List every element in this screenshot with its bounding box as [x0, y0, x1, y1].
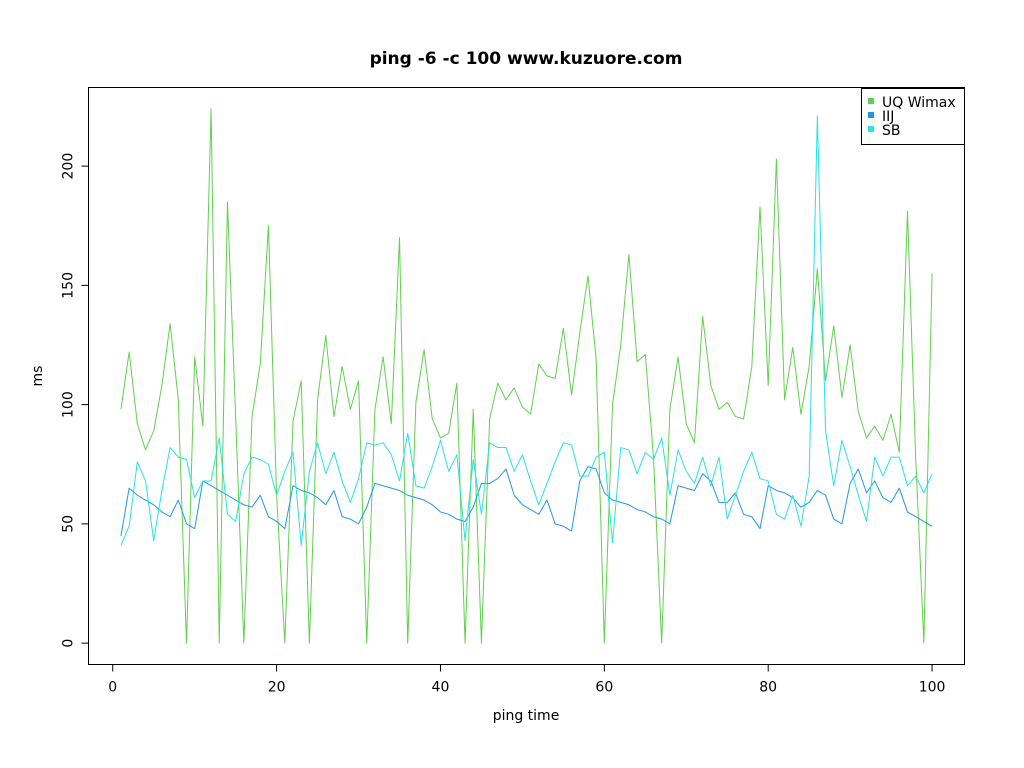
y-tick-label: 100 — [61, 391, 77, 418]
legend-swatch — [868, 126, 874, 132]
x-axis: 0 20 40 60 80 100 — [108, 664, 946, 696]
y-axis-label: ms — [30, 366, 46, 387]
legend-swatch — [868, 98, 874, 104]
x-axis-label: ping time — [493, 708, 560, 724]
x-tick-label: 0 — [108, 680, 117, 696]
y-axis: 0 50 100 150 200 — [61, 153, 89, 648]
chart-title: ping -6 -c 100 www.kuzuore.com — [370, 49, 683, 69]
y-tick-label: 150 — [61, 272, 77, 299]
legend-box — [861, 88, 965, 145]
x-tick-label: 100 — [919, 680, 946, 696]
x-tick-label: 20 — [268, 680, 286, 696]
series-line-iij — [120, 466, 933, 536]
x-tick-label: 80 — [759, 680, 777, 696]
y-tick-label: 50 — [61, 515, 77, 533]
x-tick-label: 40 — [432, 680, 450, 696]
series-layer — [120, 108, 933, 644]
x-tick-label: 60 — [595, 680, 613, 696]
y-tick-label: 0 — [61, 639, 77, 648]
plot-frame — [88, 87, 965, 665]
series-line-sb — [120, 115, 933, 546]
legend-label: SB — [882, 123, 901, 139]
legend-label: IIJ — [882, 109, 894, 125]
legend-label: UQ Wimax — [882, 95, 956, 111]
y-tick-label: 200 — [61, 153, 77, 180]
series-line-uq-wimax — [120, 108, 933, 644]
legend-swatch — [868, 112, 874, 118]
